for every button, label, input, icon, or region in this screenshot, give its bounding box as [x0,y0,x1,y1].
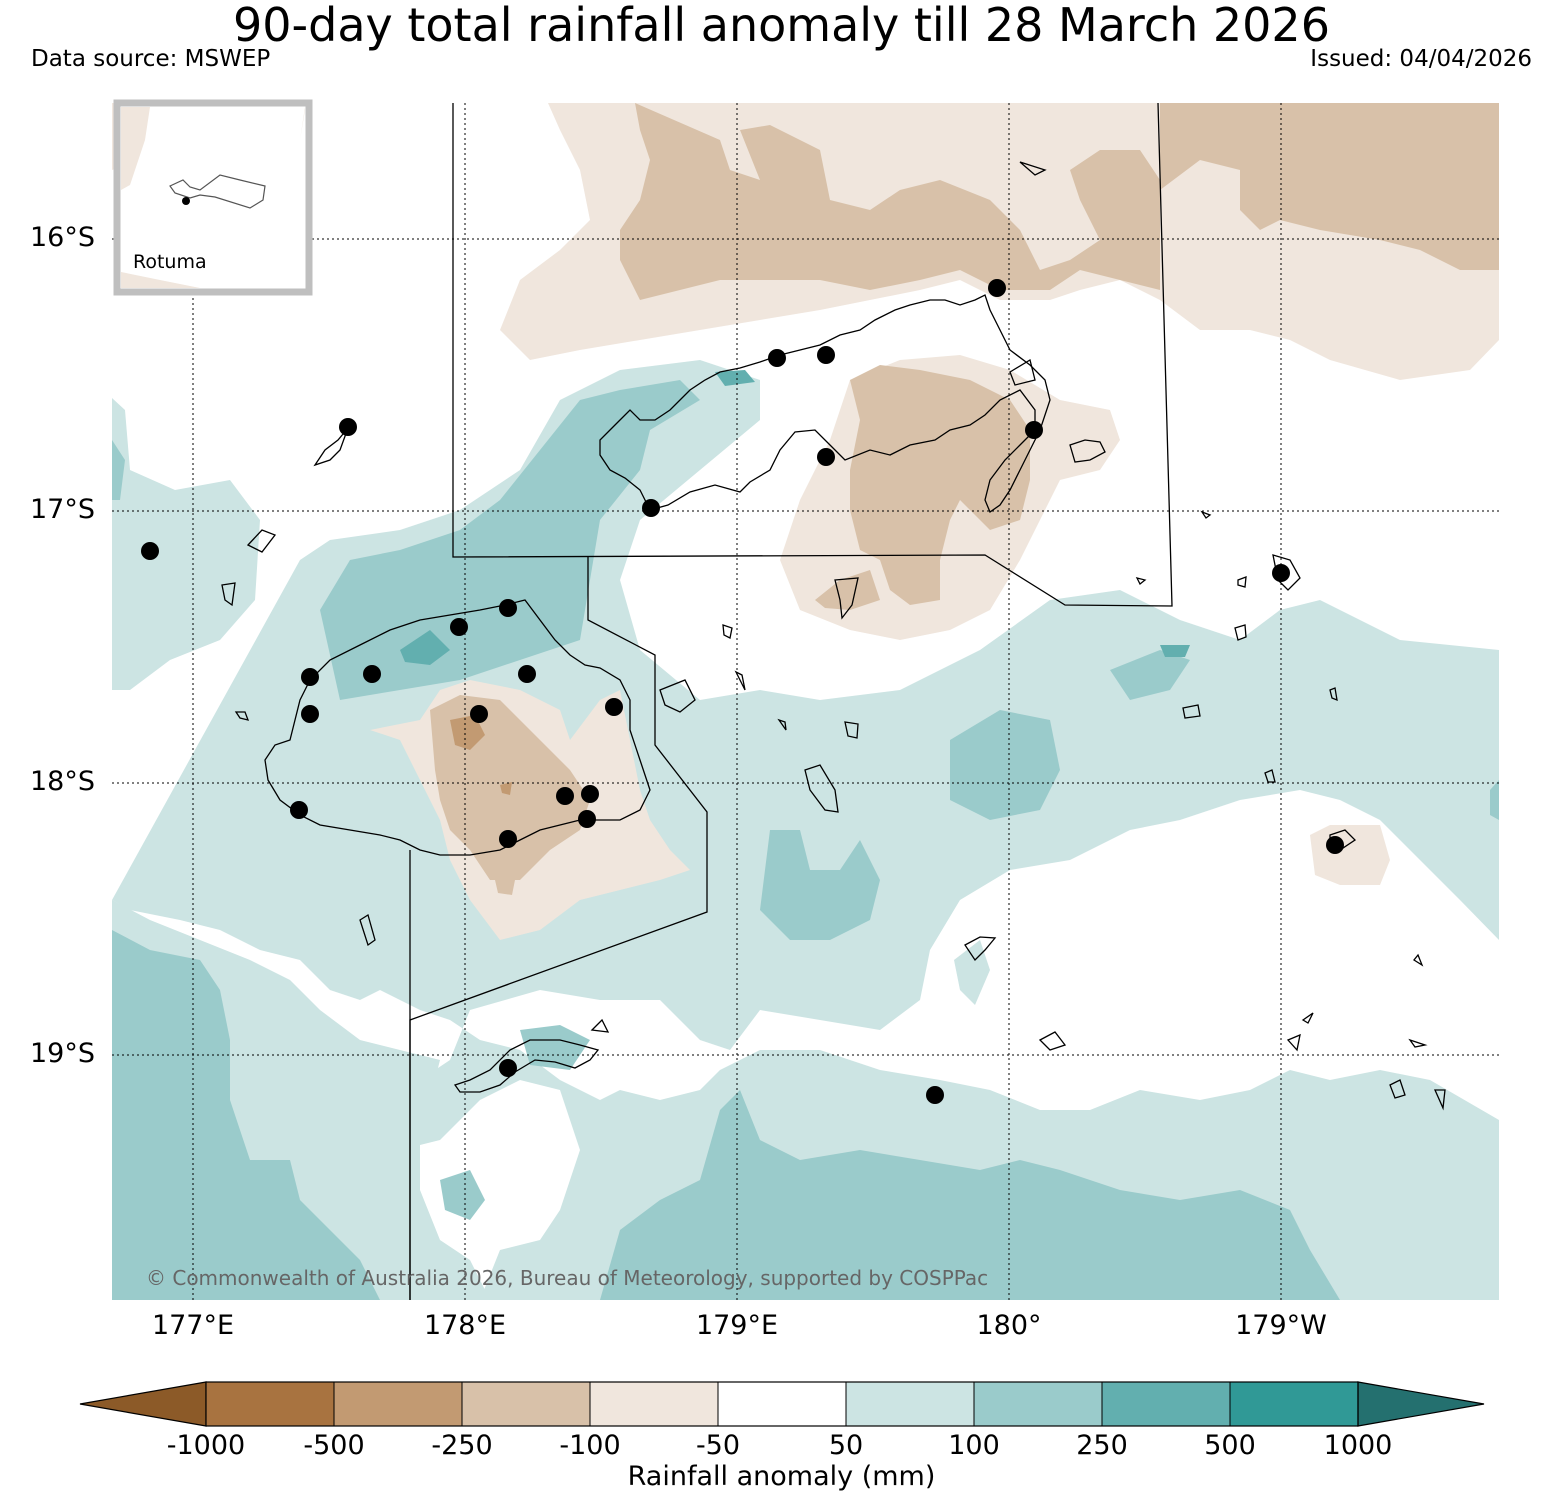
station-dot [581,785,599,803]
station-dot [1025,421,1043,439]
wet-medium-region [112,380,1499,1300]
station-dot [450,618,468,636]
dry-dark-region [450,715,512,795]
colorbar-bin [974,1382,1102,1426]
colorbar-bin [334,1382,462,1426]
colorbar-bin [590,1382,718,1426]
data-source-text: Data source: MSWEP [31,46,271,72]
station-dot [518,665,536,683]
station-dot [817,448,835,466]
wet-dark-region [400,370,1190,665]
station-dot [290,801,308,819]
colorbar-extend-low [79,1381,207,1427]
rotuma-coastline [169,174,266,209]
colorbar-tick: -1000 [166,1430,246,1461]
station-dot [556,787,574,805]
lat-label-16s: 16°S [30,222,95,253]
colorbar-tick: 250 [1076,1430,1128,1461]
colorbar-bin [1230,1382,1358,1426]
colorbar-tick: -250 [431,1430,493,1461]
station-markers [141,279,1344,1104]
colorbar-tick: -100 [559,1430,621,1461]
station-dot [817,346,835,364]
station-dot [1326,836,1344,854]
colorbar-bin [462,1382,590,1426]
colorbar-tick: 100 [948,1430,1000,1461]
colorbar-tick: 500 [1204,1430,1256,1461]
lat-label-17s: 17°S [30,494,95,525]
colorbar-tick: 1000 [1323,1430,1393,1461]
division-boundaries [409,103,1173,1300]
lat-label-18s: 18°S [30,766,95,797]
anomaly-field [112,103,1499,1300]
station-dot [363,665,381,683]
rotuma-inset [113,99,313,296]
lon-label-179w: 179°W [1235,1310,1327,1341]
colorbar-bin [1102,1382,1230,1426]
station-dot [301,705,319,723]
colorbar-tick: 50 [828,1430,864,1461]
colorbar-extend-high [1357,1381,1485,1427]
lon-label-179e: 179°E [695,1310,779,1341]
station-dot [499,830,517,848]
map-title: 90-day total rainfall anomaly till 28 Ma… [233,0,1330,52]
colorbar [79,1381,1485,1427]
copyright-notice: © Commonwealth of Australia 2026, Bureau… [146,1266,989,1290]
station-dot [141,542,159,560]
lon-label-177e: 177°E [151,1310,235,1341]
station-dot [578,810,596,828]
station-dot [499,1059,517,1077]
colorbar-title: Rainfall anomaly (mm) [627,1461,936,1492]
colorbar-tick: -500 [303,1430,365,1461]
lon-label-178e: 178°E [423,1310,507,1341]
colorbar-bin [206,1382,334,1426]
station-dot [301,668,319,686]
rotuma-label: Rotuma [133,251,207,273]
station-dot [988,279,1006,297]
station-dot [1272,564,1290,582]
colorbar-bin [718,1382,846,1426]
colorbar-tick: -50 [695,1430,741,1461]
station-dot [926,1086,944,1104]
station-dot [642,499,660,517]
rotuma-station-dot [182,197,190,205]
lat-label-19s: 19°S [30,1038,95,1069]
graticule [112,103,1499,1300]
issued-date-text: Issued: 04/04/2026 [1310,46,1532,72]
lon-label-180: 180° [976,1310,1042,1341]
station-dot [470,705,488,723]
station-dot [768,349,786,367]
station-dot [339,418,357,436]
station-dot [499,599,517,617]
station-dot [605,698,623,716]
colorbar-bin [846,1382,974,1426]
